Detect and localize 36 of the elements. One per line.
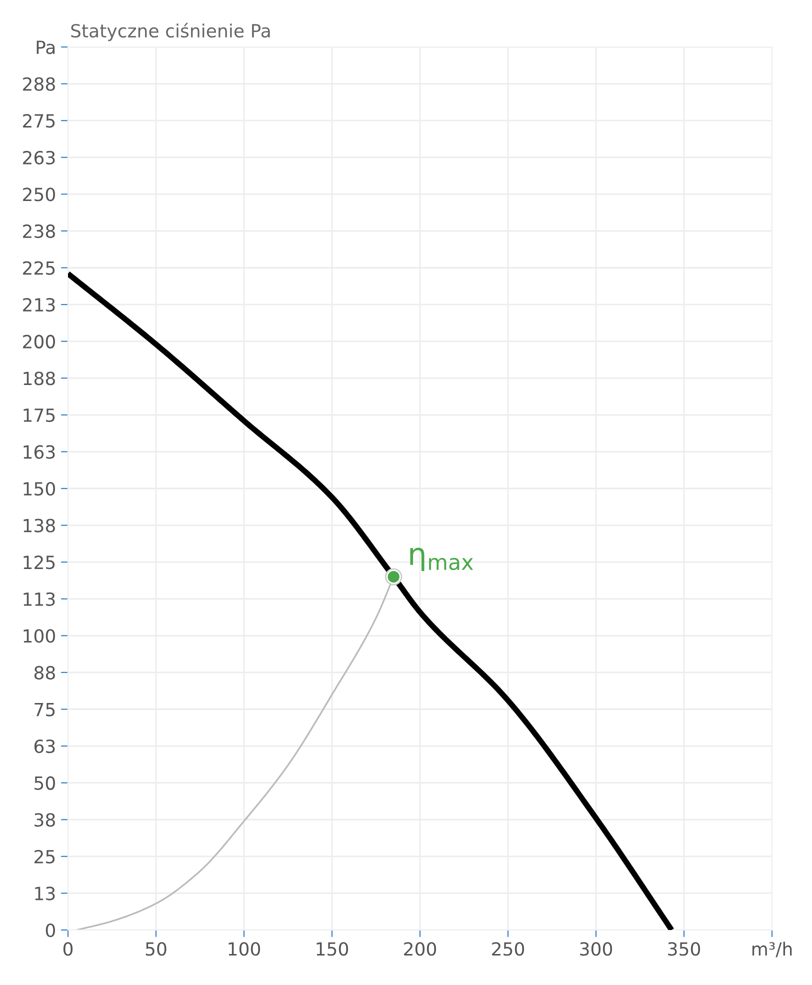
y-tick-label: 88 [34, 666, 55, 680]
y-tick-label: 250 [23, 188, 55, 202]
y-tick-label: 200 [23, 334, 55, 348]
x-tick-label: 100 [228, 942, 260, 956]
y-tick-label: 150 [24, 482, 55, 496]
y-tick-label: 213 [23, 298, 55, 312]
y-tick-label: 175 [24, 408, 55, 422]
y-tick-label: 25 [34, 850, 55, 864]
y-tick-label: 50 [34, 776, 55, 790]
y-tick-label: Pa [36, 40, 55, 54]
x-tick-label: 150 [316, 942, 348, 956]
x-tick-label: 200 [404, 942, 436, 956]
y-tick-label: 63 [34, 740, 55, 754]
y-tick-label: 275 [23, 114, 55, 128]
y-tick-label: 263 [23, 150, 55, 164]
y-tick-label: 38 [34, 813, 55, 827]
y-tick-label: 138 [24, 518, 55, 532]
y-tick-label: 100 [24, 629, 55, 643]
chart-title: Statyczne ciśnienie Pa [71, 22, 270, 42]
x-tick-label: 350 [668, 942, 700, 956]
y-tick-label: 163 [24, 445, 55, 459]
y-tick-label: 188 [24, 372, 55, 386]
x-tick-label: 50 [146, 942, 166, 956]
y-tick-label: 75 [34, 702, 55, 716]
y-tick-label: 113 [24, 592, 55, 606]
y-tick-label: 0 [46, 923, 55, 938]
x-tick-label: m³/h [752, 942, 792, 958]
y-tick-label: 13 [35, 886, 55, 900]
x-tick-label: 300 [580, 942, 612, 956]
y-tick-label: 225 [23, 261, 55, 275]
y-tick-label: 125 [24, 556, 55, 570]
y-tick-label: 238 [23, 224, 55, 238]
x-tick-label: 0 [63, 942, 73, 956]
annotation: η$_{max}$ [410, 548, 474, 572]
x-tick-label: 250 [492, 942, 524, 956]
y-tick-label: 288 [23, 77, 55, 91]
